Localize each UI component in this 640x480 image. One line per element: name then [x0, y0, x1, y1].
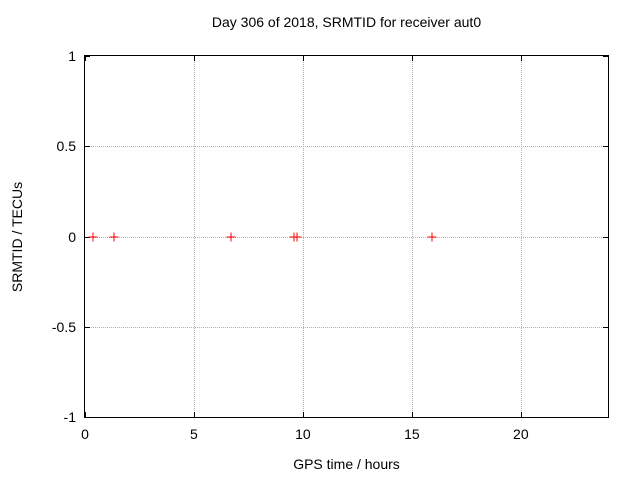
gridline-horizontal [85, 236, 608, 238]
y-axis-label: SRMTID / TECUs [9, 181, 25, 293]
x-tick-mark [411, 412, 413, 417]
x-tick-mark [85, 412, 86, 417]
plot-area: 0 5 10 15 20 -1 -0.5 0 0.5 1 [52, 49, 609, 441]
y-tick-mark [603, 146, 608, 148]
x-tick-label: 20 [513, 426, 529, 442]
y-tick-label: 1 [68, 48, 76, 64]
x-axis-label: GPS time / hours [293, 456, 400, 472]
y-tick-mark [85, 56, 90, 57]
data-point-marker [292, 232, 302, 241]
x-tick-label: 10 [295, 426, 311, 442]
y-tick-mark [603, 417, 608, 418]
y-tick-mark [603, 56, 608, 57]
gridline-horizontal [85, 146, 608, 148]
x-tick-label: 5 [190, 426, 198, 442]
y-tick-mark [85, 326, 90, 328]
data-point-marker [226, 232, 236, 241]
x-tick-label: 15 [404, 426, 420, 442]
data-point-marker [109, 232, 119, 241]
y-tick-mark [603, 326, 608, 328]
y-tick-label: -0.5 [51, 318, 76, 335]
x-tick-mark [520, 412, 522, 417]
data-point-marker [88, 232, 98, 241]
x-tick-mark [302, 56, 304, 61]
y-tick-mark [603, 236, 608, 238]
x-tick-mark [411, 56, 413, 61]
x-tick-mark [85, 56, 86, 61]
x-tick-mark [193, 412, 195, 417]
x-tick-mark [193, 56, 195, 61]
y-tick-mark [85, 417, 90, 418]
x-tick-label: 0 [81, 426, 89, 442]
y-tick-mark [85, 146, 90, 148]
data-point-marker [427, 232, 437, 241]
gridline-horizontal [85, 326, 608, 328]
y-tick-label: 0.5 [56, 138, 76, 155]
x-tick-mark [302, 412, 304, 417]
y-tick-mark [85, 236, 90, 238]
chart-title: Day 306 of 2018, SRMTID for receiver aut… [211, 14, 482, 30]
y-tick-label: 0 [68, 228, 76, 245]
y-tick-label: -1 [63, 409, 76, 425]
x-tick-mark [520, 56, 522, 61]
